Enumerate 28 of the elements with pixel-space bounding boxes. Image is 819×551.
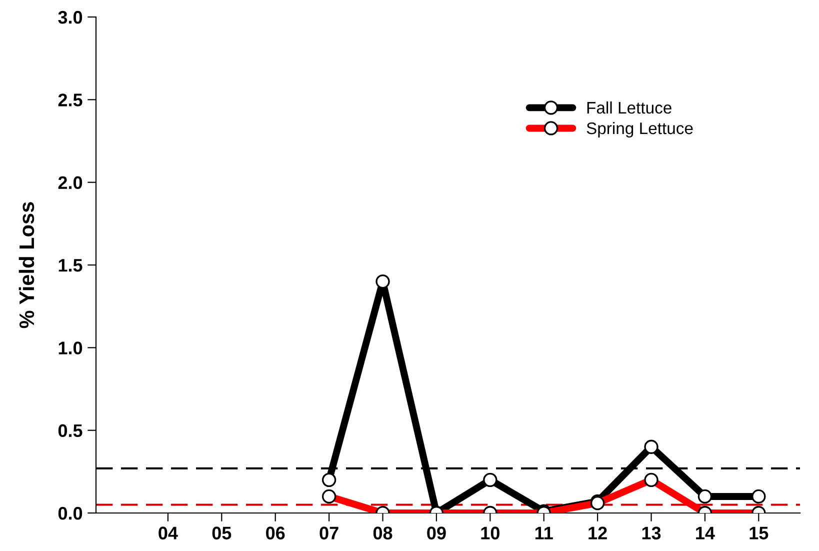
y-tick-label: 1.5 [58, 259, 82, 272]
point [322, 472, 336, 488]
y-tick-label: 1.0 [58, 342, 82, 354]
legend-label: Fall Lettuce [587, 101, 672, 114]
point [698, 489, 712, 504]
point [376, 274, 390, 289]
legend-label: Spring Lettuce [586, 122, 693, 138]
point [644, 440, 658, 454]
y-tick-label: 0.5 [58, 424, 82, 438]
x-tick-label: 05 [212, 526, 232, 540]
y-tick-label: 2.0 [58, 176, 82, 190]
point [752, 489, 766, 504]
y-axis-title: % Yield Loss [18, 202, 34, 328]
x-tick-label: 07 [320, 526, 338, 540]
point [483, 472, 498, 488]
x-tick-label: 08 [373, 526, 392, 540]
x-tick-label: 15 [750, 526, 768, 540]
x-tick-label: 11 [535, 526, 553, 540]
x-tick-label: 13 [642, 526, 661, 540]
y-tick-label: 3.0 [58, 10, 82, 24]
x-tick-label: 06 [266, 526, 285, 540]
x-tick-label: 09 [427, 526, 446, 540]
x-tick-label: 04 [158, 526, 178, 540]
x-tick-label: 12 [588, 526, 607, 540]
x-tick-label: 10 [481, 526, 500, 540]
y-tick-label: 2.5 [58, 94, 82, 106]
y-tick-label: 0.0 [58, 506, 82, 520]
x-tick-label: 14 [696, 526, 715, 540]
